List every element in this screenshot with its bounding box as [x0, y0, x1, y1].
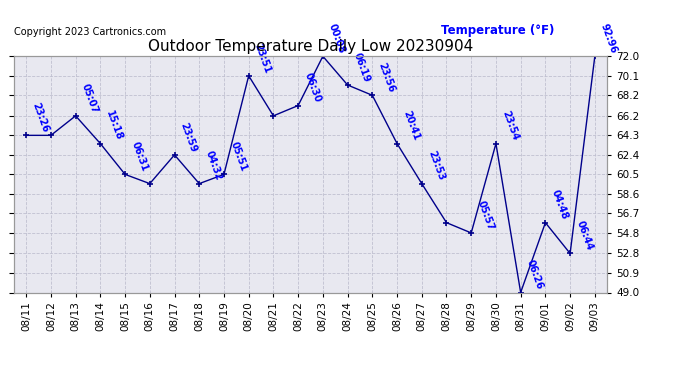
Text: 04:32: 04:32	[204, 150, 224, 182]
Text: 23:59: 23:59	[179, 121, 199, 153]
Title: Outdoor Temperature Daily Low 20230904: Outdoor Temperature Daily Low 20230904	[148, 39, 473, 54]
Text: 06:30: 06:30	[302, 72, 322, 104]
Text: 06:26: 06:26	[525, 258, 545, 291]
Text: 06:31: 06:31	[129, 140, 149, 173]
Text: 00:08: 00:08	[327, 22, 347, 55]
Text: 15:18: 15:18	[104, 110, 125, 142]
Text: 04:48: 04:48	[549, 189, 570, 221]
Text: 05:51: 05:51	[228, 140, 248, 173]
Text: 23:53: 23:53	[426, 150, 446, 182]
Text: Copyright 2023 Cartronics.com: Copyright 2023 Cartronics.com	[14, 27, 166, 38]
Text: Temperature (°F): Temperature (°F)	[441, 24, 555, 38]
Text: 06:19: 06:19	[352, 51, 372, 84]
Text: 06:44: 06:44	[574, 219, 594, 252]
Text: 23:56: 23:56	[377, 62, 397, 94]
Text: 92:96: 92:96	[599, 22, 619, 55]
Text: 23:54: 23:54	[500, 110, 520, 142]
Text: 23:51: 23:51	[253, 42, 273, 74]
Text: 05:07: 05:07	[80, 82, 100, 114]
Text: 20:41: 20:41	[401, 110, 421, 142]
Text: 23:26: 23:26	[30, 101, 50, 134]
Text: 05:57: 05:57	[475, 199, 495, 231]
